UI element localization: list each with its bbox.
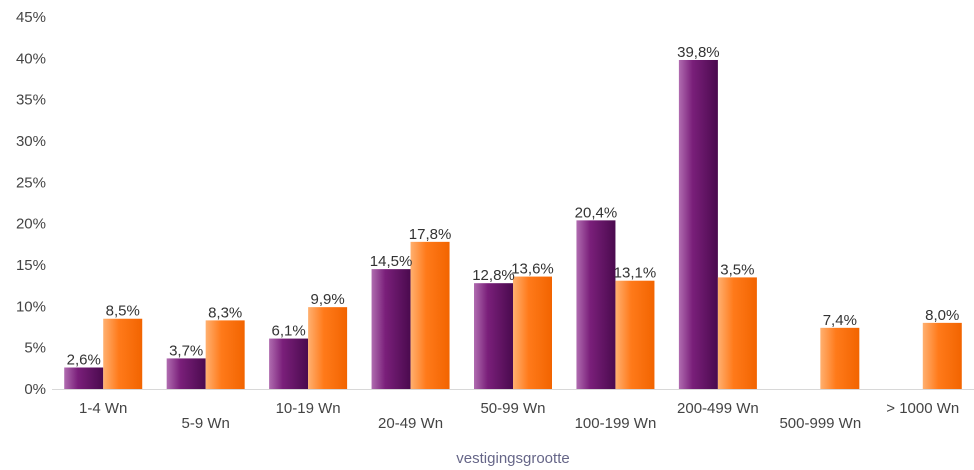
x-tick-label: 100-199 Wn bbox=[575, 415, 657, 432]
data-label: 20,4% bbox=[575, 204, 618, 221]
data-label: 2,6% bbox=[67, 352, 101, 369]
data-label: 17,8% bbox=[409, 226, 452, 243]
bar-series-2-4 bbox=[513, 276, 552, 389]
y-tick-label: 15% bbox=[16, 257, 46, 274]
y-tick-label: 0% bbox=[24, 381, 46, 398]
bar-series-2-1 bbox=[205, 320, 245, 389]
bar-series-1-2 bbox=[269, 338, 309, 389]
x-tick-label: 20-49 Wn bbox=[378, 415, 443, 432]
data-label: 13,6% bbox=[511, 261, 554, 278]
x-tick-label: 10-19 Wn bbox=[276, 400, 341, 417]
y-tick-label: 25% bbox=[16, 174, 46, 191]
bar-series-1-1 bbox=[166, 358, 206, 389]
data-label: 39,8% bbox=[677, 44, 720, 61]
bar-series-1-5 bbox=[576, 220, 616, 389]
x-tick-label: 5-9 Wn bbox=[181, 415, 229, 432]
x-axis: 1-4 Wn 5-9 Wn 10-19 Wn 20-49 Wn 50-99 Wn 100-… bbox=[52, 389, 974, 432]
bar-series-2-3 bbox=[410, 241, 450, 389]
x-tick-label: 1-4 Wn bbox=[79, 400, 127, 417]
bar-series-2-5 bbox=[615, 280, 655, 389]
data-label: 3,7% bbox=[169, 342, 203, 359]
bar-series-1-4 bbox=[474, 283, 513, 389]
bars bbox=[64, 59, 962, 390]
y-tick-label: 10% bbox=[16, 298, 46, 315]
y-tick-label: 20% bbox=[16, 216, 46, 233]
y-tick-label: 40% bbox=[16, 50, 46, 67]
bar-series-1-3 bbox=[371, 269, 411, 389]
data-label: 6,1% bbox=[272, 323, 306, 340]
x-tick-label: 50-99 Wn bbox=[480, 400, 545, 417]
data-label: 8,0% bbox=[925, 307, 959, 324]
bar-series-2-2 bbox=[308, 307, 348, 389]
data-label: 12,8% bbox=[472, 267, 515, 284]
bar-series-1-6 bbox=[678, 59, 718, 390]
bar-series-1-0 bbox=[64, 367, 104, 389]
y-tick-label: 45% bbox=[16, 9, 46, 26]
x-tick-label: 200-499 Wn bbox=[677, 400, 759, 417]
data-label: 9,9% bbox=[311, 291, 345, 308]
x-tick-label: > 1000 Wn bbox=[886, 400, 959, 417]
data-label: 7,4% bbox=[823, 312, 857, 329]
x-tick-label: 500-999 Wn bbox=[779, 415, 861, 432]
bar-series-2-7 bbox=[820, 327, 860, 389]
y-tick-label: 35% bbox=[16, 92, 46, 109]
bar-series-2-8 bbox=[922, 322, 962, 389]
y-tick-label: 5% bbox=[24, 340, 46, 357]
x-axis-title: vestigingsgrootte bbox=[456, 450, 569, 467]
data-label: 8,5% bbox=[106, 303, 140, 320]
data-label: 13,1% bbox=[614, 265, 657, 282]
data-label: 14,5% bbox=[370, 253, 413, 270]
data-labels: 2,6% 3,7% 6,1% 14,5% 12,8% 20,4% 39,8% 8,5% 8,3%… bbox=[67, 44, 960, 369]
y-axis: 0% 5% 10% 15% 20% 25% 30% 35% 40% 45% bbox=[16, 9, 46, 398]
data-label: 8,3% bbox=[208, 304, 242, 321]
data-label: 3,5% bbox=[720, 261, 754, 278]
bar-series-2-0 bbox=[103, 318, 143, 389]
bar-series-2-6 bbox=[717, 277, 757, 389]
y-tick-label: 30% bbox=[16, 133, 46, 150]
